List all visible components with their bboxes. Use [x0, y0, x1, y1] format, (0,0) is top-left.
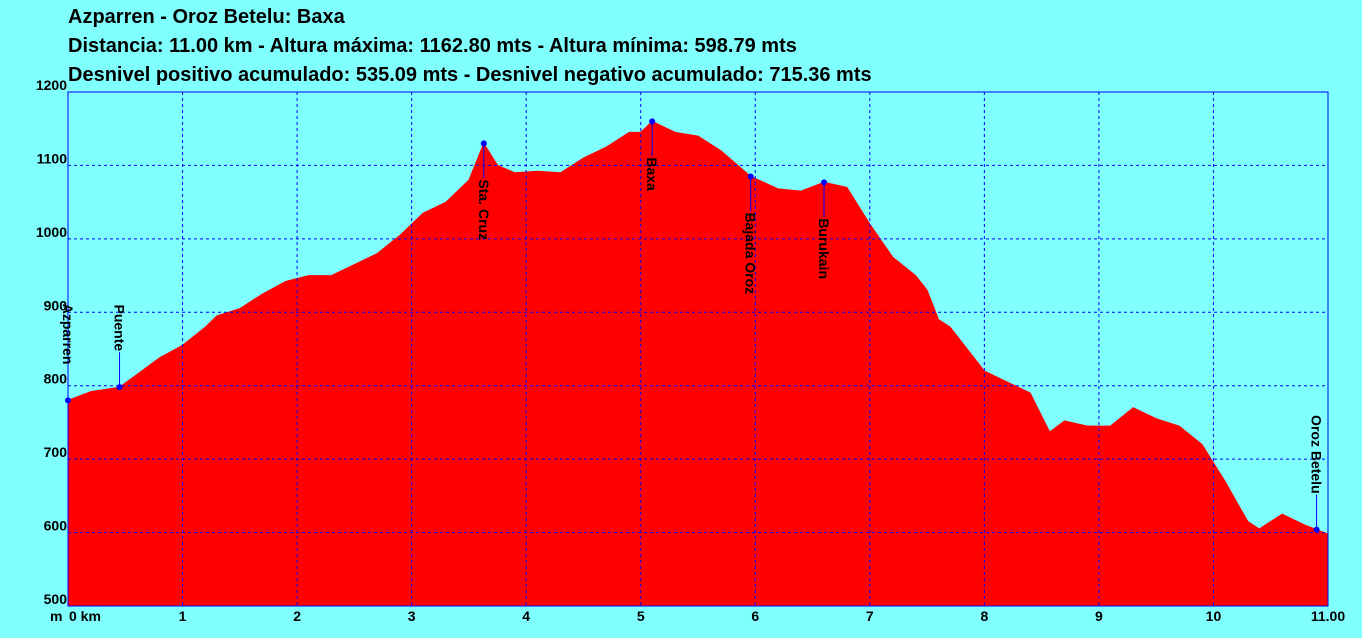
chart-title: Azparren - Oroz Betelu: Baxa [68, 6, 346, 28]
chart-subtitle: Desnivel positivo acumulado: 535.09 mts … [68, 64, 872, 86]
waypoint-label: Sta. Cruz [476, 179, 492, 240]
x-tick-label: 0 km [69, 608, 101, 624]
waypoint-label: Oroz Betelu [1309, 415, 1325, 494]
y-tick-label: 700 [44, 444, 68, 460]
x-tick-label: 1 [179, 608, 187, 624]
x-tick-label: 11.00 [1311, 608, 1345, 624]
elevation-area [67, 120, 1329, 607]
y-tick-label: 800 [44, 371, 68, 387]
waypoint-marker [116, 384, 123, 391]
plot-border [67, 91, 1329, 607]
x-tick-label: 9 [1095, 608, 1103, 624]
waypoint-label: Baxa [644, 157, 660, 191]
waypoint-label: Azparren [60, 304, 76, 365]
waypoint-marker [480, 140, 487, 147]
chart-subtitle: Distancia: 11.00 km - Altura máxima: 116… [68, 35, 797, 57]
y-axis-label: m [50, 608, 62, 624]
x-tick-label: 2 [293, 608, 301, 624]
y-tick-label: 1200 [36, 77, 67, 93]
waypoint-marker [821, 179, 827, 186]
y-tick-label: 900 [44, 297, 68, 313]
y-tick-label: 1000 [36, 224, 67, 240]
waypoint-label: Bajada Oroz [743, 212, 759, 294]
waypoint-marker [747, 173, 754, 180]
y-tick-label: 1100 [37, 150, 68, 166]
waypoint-label: Burukain [816, 218, 832, 279]
waypoint-marker [1313, 526, 1320, 533]
waypoint-label: Puente [112, 304, 128, 351]
x-tick-label: 3 [408, 608, 416, 624]
x-tick-label: 10 [1206, 608, 1222, 624]
waypoint-marker [649, 118, 656, 125]
y-tick-label: 500 [44, 591, 68, 607]
x-tick-label: 4 [522, 608, 530, 624]
x-tick-label: 7 [866, 608, 874, 624]
x-tick-label: 5 [637, 608, 645, 624]
waypoint-marker [65, 397, 71, 404]
x-tick-label: 8 [980, 608, 988, 624]
y-tick-label: 600 [44, 518, 68, 534]
x-tick-label: 6 [751, 608, 759, 624]
